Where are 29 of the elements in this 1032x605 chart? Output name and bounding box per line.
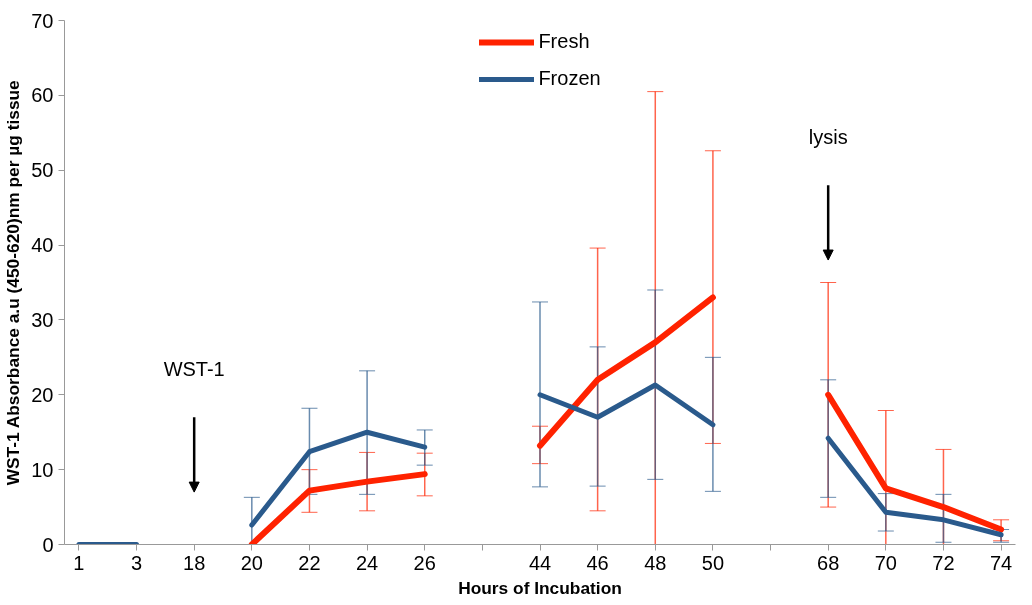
x-tick-label: 74 bbox=[989, 551, 1013, 574]
y-tick-label: 10 bbox=[31, 458, 54, 481]
y-axis-title: WST-1 Absorbance a.u (450-620)nm per µg tissue bbox=[3, 79, 24, 486]
legend-label: Fresh bbox=[538, 30, 590, 53]
x-tick-label: 24 bbox=[355, 551, 379, 574]
x-tick-label: 26 bbox=[413, 551, 436, 574]
x-tick-label: 72 bbox=[932, 551, 955, 574]
y-tick-label: 70 bbox=[31, 9, 54, 32]
x-tick-label: 44 bbox=[528, 551, 552, 574]
x-tick-label: 48 bbox=[644, 551, 667, 574]
x-tick-label: 70 bbox=[874, 551, 897, 574]
y-tick-label: 30 bbox=[31, 308, 54, 331]
x-tick-label: 1 bbox=[73, 551, 85, 574]
x-tick-label: 46 bbox=[586, 551, 609, 574]
y-tick-label: 60 bbox=[31, 84, 54, 107]
x-tick-label: 68 bbox=[817, 551, 840, 574]
y-tick-label: 0 bbox=[42, 533, 54, 556]
x-tick-label: 18 bbox=[183, 551, 206, 574]
annotation: WST-1 bbox=[163, 357, 225, 380]
y-tick-label: 50 bbox=[31, 159, 54, 182]
x-tick-label: 50 bbox=[701, 551, 725, 574]
annotation: lysis bbox=[808, 125, 848, 148]
y-tick-label: 40 bbox=[31, 234, 54, 257]
x-tick-label: 3 bbox=[130, 551, 143, 574]
x-tick-label: 22 bbox=[298, 551, 321, 574]
x-tick-label: 20 bbox=[240, 551, 263, 574]
x-axis-title: Hours of Incubation bbox=[458, 577, 622, 598]
legend-label: Frozen bbox=[538, 67, 601, 90]
y-tick-label: 20 bbox=[31, 383, 54, 406]
